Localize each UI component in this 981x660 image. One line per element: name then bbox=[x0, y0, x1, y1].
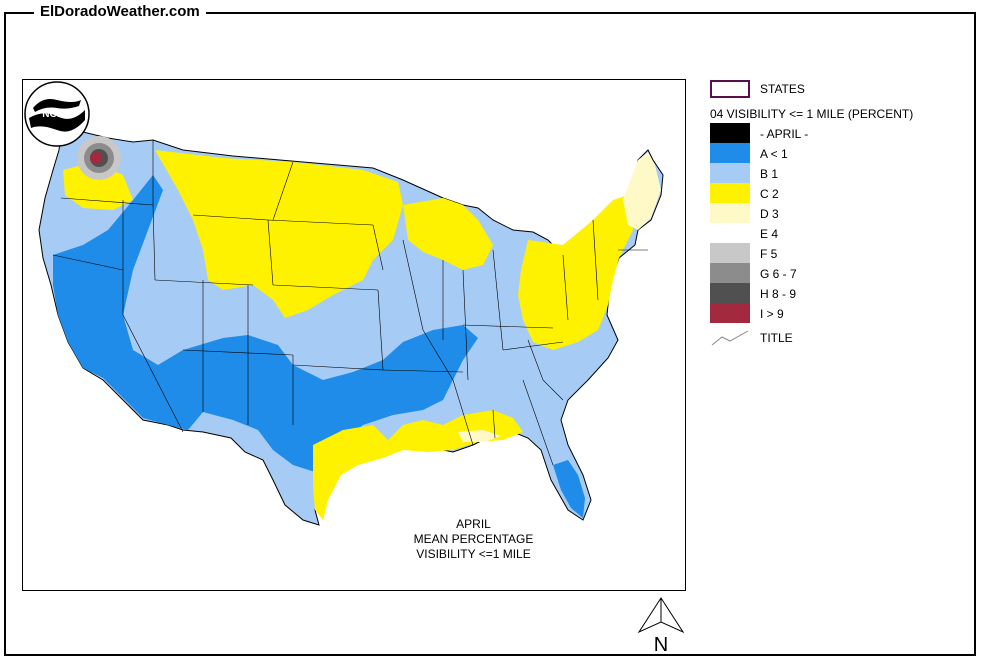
legend-label: A < 1 bbox=[760, 147, 788, 161]
legend-swatch bbox=[710, 303, 750, 323]
north-arrow-icon: N bbox=[637, 597, 685, 654]
legend-label: E 4 bbox=[760, 227, 779, 241]
noaa-logo: NOAA bbox=[24, 81, 90, 147]
page-frame bbox=[4, 12, 976, 656]
legend-swatch bbox=[710, 263, 750, 283]
zone-c-northeast bbox=[518, 195, 633, 350]
legend-swatch bbox=[710, 163, 750, 183]
states-label: STATES bbox=[760, 82, 805, 96]
title-line-icon bbox=[711, 330, 749, 346]
legend-label: B 1 bbox=[760, 167, 779, 181]
legend-label: C 2 bbox=[760, 187, 779, 201]
zone-c-north bbox=[155, 150, 403, 318]
map-caption: APRIL MEAN PERCENTAGE VISIBILITY <=1 MIL… bbox=[396, 517, 551, 562]
caption-line-3: VISIBILITY <=1 MILE bbox=[416, 547, 531, 561]
map-panel: NOAA APRIL MEAN PERCENTAGE VISIBILITY <=… bbox=[22, 79, 686, 591]
north-label: N bbox=[654, 634, 668, 654]
legend-swatch bbox=[710, 143, 750, 163]
zone-a-florida bbox=[553, 460, 585, 518]
legend-swatch bbox=[710, 243, 750, 263]
state-borders bbox=[52, 140, 648, 466]
noaa-logo-text: NOAA bbox=[42, 109, 71, 120]
zone-a-west bbox=[53, 175, 478, 472]
us-visibility-map bbox=[38, 131, 664, 526]
zone-c-northwest bbox=[63, 162, 133, 210]
zone-c-greatlakes bbox=[403, 198, 493, 270]
legend-label: - APRIL - bbox=[760, 127, 809, 141]
site-title: ElDoradoWeather.com bbox=[34, 3, 206, 21]
caption-line-2: MEAN PERCENTAGE bbox=[413, 532, 534, 546]
legend-swatch bbox=[710, 203, 750, 223]
zone-i-puget bbox=[90, 152, 102, 164]
legend-label: D 3 bbox=[760, 207, 779, 221]
legend-label: F 5 bbox=[760, 247, 778, 261]
legend-heading: 04 VISIBILITY <= 1 MILE (PERCENT) bbox=[710, 107, 914, 121]
legend-swatch bbox=[710, 123, 750, 143]
legend-swatch bbox=[710, 223, 750, 243]
legend-swatch bbox=[710, 283, 750, 303]
zone-d-newengland bbox=[623, 152, 661, 230]
legend-swatch bbox=[710, 183, 750, 203]
zone-d-gulf bbox=[458, 430, 501, 442]
legend-label: I > 9 bbox=[760, 307, 784, 321]
legend-label: H 8 - 9 bbox=[760, 287, 797, 301]
caption-line-1: APRIL bbox=[456, 517, 491, 531]
legend-label: G 6 - 7 bbox=[760, 267, 797, 281]
states-swatch bbox=[710, 80, 750, 98]
title-label: TITLE bbox=[760, 331, 793, 345]
